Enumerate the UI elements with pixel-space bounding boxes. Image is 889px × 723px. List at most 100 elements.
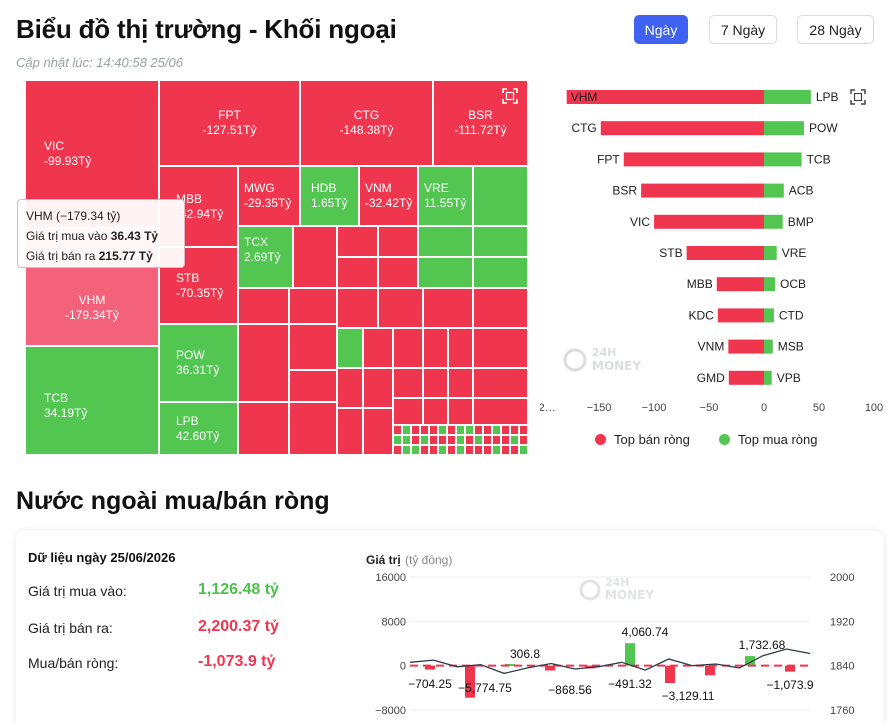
treemap-tile[interactable] (492, 435, 501, 445)
treemap-tile[interactable] (465, 435, 474, 445)
treemap-tile[interactable] (448, 328, 473, 368)
treemap-tile[interactable] (447, 445, 456, 455)
treemap-tile[interactable] (501, 445, 510, 455)
treemap-tile[interactable] (465, 445, 474, 455)
treemap-tile[interactable] (289, 288, 337, 324)
treemap-tile[interactable] (473, 288, 528, 328)
treemap-tile[interactable] (378, 226, 418, 257)
treemap-tile[interactable] (423, 398, 448, 425)
treemap-tile[interactable] (492, 445, 501, 455)
treemap-tile-mwg[interactable]: MWG -29.35Tỷ (238, 166, 300, 226)
expand-icon[interactable] (502, 88, 518, 104)
treemap-tile[interactable] (363, 408, 393, 455)
treemap-tile[interactable] (238, 288, 289, 324)
treemap-tile[interactable] (337, 226, 378, 257)
treemap-tile-fpt[interactable]: FPT -127.51Tỷ (159, 80, 300, 166)
treemap-tile[interactable] (447, 435, 456, 445)
period-day-button[interactable]: Ngày (634, 15, 688, 44)
treemap-tile[interactable] (420, 425, 429, 435)
treemap-tile[interactable] (238, 324, 289, 402)
treemap-tile[interactable] (363, 368, 393, 408)
treemap-tile[interactable] (456, 435, 465, 445)
treemap-tile[interactable] (378, 257, 418, 288)
treemap-tile[interactable] (393, 425, 402, 435)
treemap-tile[interactable] (423, 368, 448, 398)
treemap-tile[interactable] (473, 257, 528, 288)
treemap-tile[interactable] (411, 445, 420, 455)
treemap-tile[interactable] (447, 425, 456, 435)
treemap-tile-tcb[interactable]: TCB 34.19Tỷ (25, 346, 159, 455)
treemap-tile[interactable] (402, 445, 411, 455)
treemap-tile-vnm[interactable]: VNM -32.42Tỷ (359, 166, 418, 226)
treemap-tile[interactable] (474, 445, 483, 455)
treemap-tile-lpb[interactable]: LPB 42.60Tỷ (159, 402, 238, 455)
legend-top-buy[interactable]: Top mua ròng (719, 432, 818, 447)
treemap-tile[interactable] (289, 324, 337, 370)
treemap-tile[interactable] (420, 445, 429, 455)
treemap-tile[interactable] (501, 425, 510, 435)
treemap-tile[interactable] (474, 435, 483, 445)
treemap-tile[interactable] (448, 398, 473, 425)
treemap-tile[interactable] (337, 257, 378, 288)
treemap-tile[interactable] (456, 445, 465, 455)
treemap-tile[interactable] (456, 425, 465, 435)
treemap-tile[interactable] (402, 435, 411, 445)
treemap-tile[interactable] (448, 368, 473, 398)
treemap-tile[interactable] (337, 408, 363, 455)
treemap-tile[interactable] (429, 445, 438, 455)
period-28days-button[interactable]: 28 Ngày (797, 15, 874, 44)
treemap-tile[interactable] (293, 226, 337, 288)
treemap-tile[interactable] (418, 226, 473, 257)
treemap-tile[interactable] (438, 445, 447, 455)
treemap-tile-pow[interactable]: POW 36.31Tỷ (159, 324, 238, 402)
treemap-tile[interactable] (483, 425, 492, 435)
treemap-tile[interactable] (393, 398, 423, 425)
period-7days-button[interactable]: 7 Ngày (709, 15, 777, 44)
treemap-tile[interactable] (429, 435, 438, 445)
treemap-tile[interactable] (411, 425, 420, 435)
treemap-tile[interactable] (519, 445, 528, 455)
treemap-tile[interactable] (510, 425, 519, 435)
treemap-tile[interactable] (474, 425, 483, 435)
treemap-tile[interactable] (483, 435, 492, 445)
treemap-tile[interactable] (418, 257, 473, 288)
treemap-tile[interactable] (473, 368, 528, 398)
treemap-tile[interactable] (473, 328, 528, 368)
treemap-tile[interactable] (393, 368, 423, 398)
treemap-tile[interactable] (501, 435, 510, 445)
treemap-tile[interactable] (420, 435, 429, 445)
treemap-tile[interactable] (473, 166, 528, 226)
treemap-tile[interactable] (519, 435, 528, 445)
treemap-tile-ctg[interactable]: CTG -148.38Tỷ (300, 80, 433, 166)
treemap-tile-bsr[interactable]: BSR -111.72Tỷ (433, 80, 528, 166)
treemap-tile[interactable] (473, 398, 528, 425)
treemap-tile[interactable] (337, 368, 363, 408)
treemap-tile[interactable] (393, 435, 402, 445)
treemap-tile[interactable] (378, 288, 423, 328)
treemap-tile[interactable] (393, 445, 402, 455)
treemap-tile[interactable] (423, 328, 448, 368)
treemap-tile[interactable] (465, 425, 474, 435)
treemap-tile[interactable] (429, 425, 438, 435)
treemap-tile[interactable] (363, 328, 393, 368)
treemap-tile[interactable] (411, 435, 420, 445)
treemap-tile[interactable] (473, 226, 528, 257)
treemap-tile[interactable] (438, 435, 447, 445)
treemap-tile[interactable] (337, 328, 363, 368)
treemap-tile[interactable] (483, 445, 492, 455)
treemap-tile[interactable] (393, 328, 423, 368)
treemap-tile-hdb[interactable]: HDB 1.65Tỷ (300, 166, 359, 226)
treemap-tile[interactable] (289, 370, 337, 402)
treemap-tile[interactable] (438, 425, 447, 435)
treemap-tile-tcx[interactable]: TCX 2.69Tỷ (238, 226, 293, 288)
treemap-tile[interactable] (510, 445, 519, 455)
treemap-tile[interactable] (238, 402, 289, 455)
treemap-tile[interactable] (423, 288, 473, 328)
treemap-tile[interactable] (519, 425, 528, 435)
treemap-tile[interactable] (492, 425, 501, 435)
treemap-tile[interactable] (510, 435, 519, 445)
treemap-tile[interactable] (402, 425, 411, 435)
treemap-tile-vre[interactable]: VRE 11.55Tỷ (418, 166, 473, 226)
treemap-tile[interactable] (289, 402, 337, 455)
legend-top-sell[interactable]: Top bán ròng (595, 432, 690, 447)
